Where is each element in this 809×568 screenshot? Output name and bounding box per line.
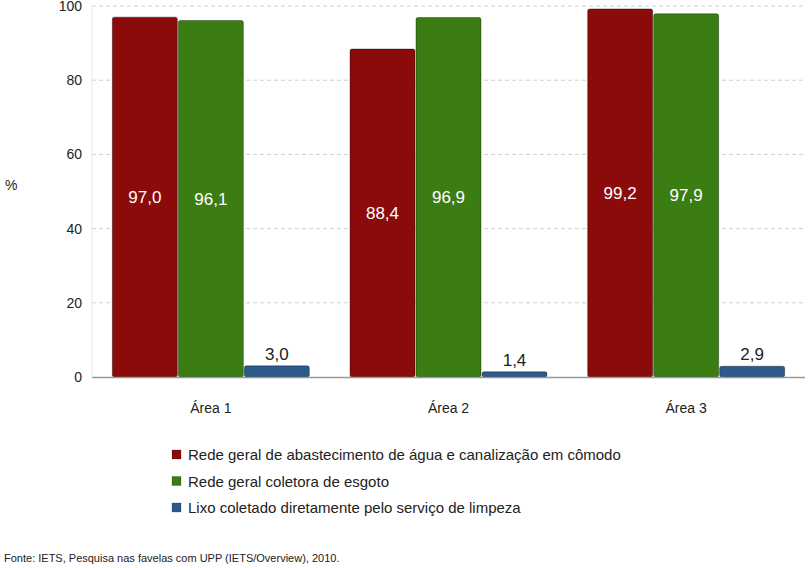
chart: 020406080100%97,096,13,088,496,91,499,29… xyxy=(0,0,809,568)
bar xyxy=(178,20,243,377)
legend-label: Rede geral coletora de esgoto xyxy=(188,473,389,490)
bar xyxy=(112,17,177,377)
bar xyxy=(416,18,481,377)
bar xyxy=(588,9,653,377)
bar xyxy=(720,366,785,377)
tick-label: 20 xyxy=(66,295,82,311)
data-label: 2,9 xyxy=(740,345,764,364)
legend-swatch xyxy=(172,477,181,486)
tick-label: 100 xyxy=(59,0,83,14)
tick-label: 80 xyxy=(66,72,82,88)
bar xyxy=(482,372,547,377)
legend-swatch xyxy=(172,503,181,512)
legend-label: Lixo coletado diretamente pelo serviço d… xyxy=(188,499,521,516)
source-note: Fonte: IETS, Pesquisa nas favelas com UP… xyxy=(4,552,339,564)
data-label: 88,4 xyxy=(366,204,399,223)
data-labels: 97,0 96,1 3,0 88,4 96,9 1,4 99,2 97,9 2,9 xyxy=(128,184,764,370)
axis-label: % xyxy=(5,177,17,193)
data-label: 97,0 xyxy=(128,188,161,207)
tick-label: 60 xyxy=(66,146,82,162)
category-label: Área 1 xyxy=(190,400,231,416)
bar xyxy=(350,49,415,377)
data-label: 99,2 xyxy=(604,184,637,203)
category-label: Área 3 xyxy=(666,400,707,416)
x-axis xyxy=(92,377,805,379)
tick-label: 0 xyxy=(74,369,82,385)
category-label: Área 2 xyxy=(428,400,469,416)
tick-label: 40 xyxy=(66,221,82,237)
data-label: 96,9 xyxy=(432,188,465,207)
data-label: 96,1 xyxy=(194,190,227,209)
bars xyxy=(112,9,784,377)
data-label: 1,4 xyxy=(503,351,527,370)
y-axis xyxy=(92,6,93,377)
bar xyxy=(244,366,309,377)
bar xyxy=(654,14,719,377)
legend-swatch xyxy=(172,450,181,459)
data-label: 97,9 xyxy=(670,186,703,205)
legend-label: Rede geral de abastecimento de água e ca… xyxy=(188,446,621,463)
grid-line xyxy=(92,6,805,7)
data-label: 3,0 xyxy=(265,345,289,364)
